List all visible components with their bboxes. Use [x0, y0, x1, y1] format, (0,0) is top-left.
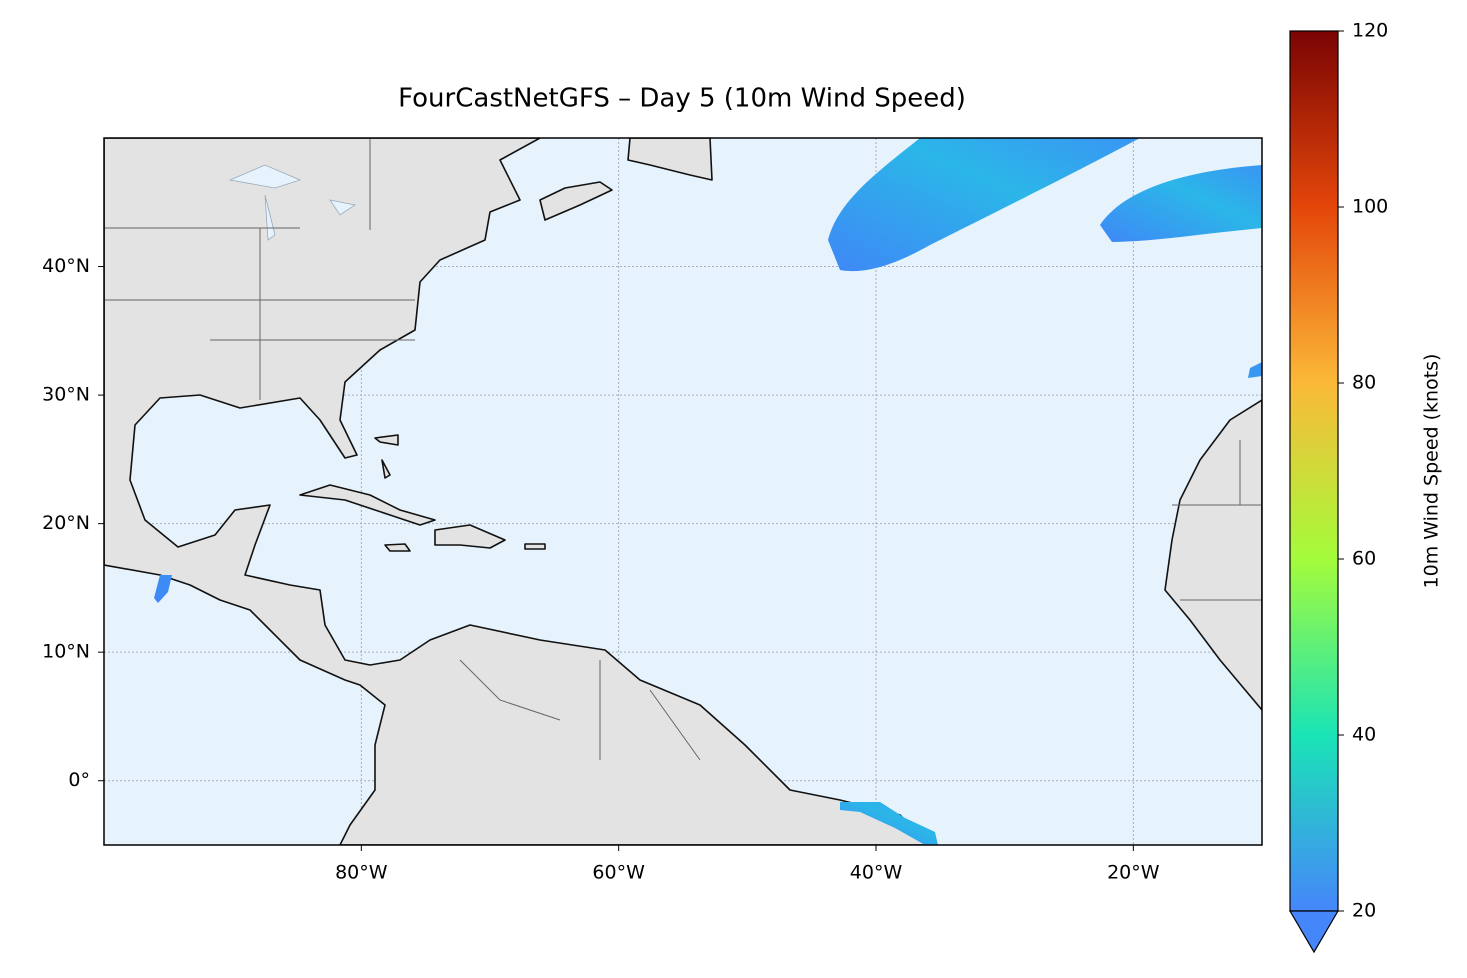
x-tick-label: 60°W [592, 862, 645, 884]
colorbar-extend [1288, 910, 1340, 954]
colorbar-tick-label: 60 [1352, 548, 1376, 570]
colorbar-label: 10m Wind Speed (knots) [1421, 354, 1443, 589]
x-tick-label: 20°W [1107, 862, 1160, 884]
y-tick-label: 0° [68, 769, 90, 791]
greenland-area [627, 138, 713, 181]
puerto-rico [524, 543, 546, 550]
axes: 80°W 60°W 40°W 20°W 0° 10°N 20°N 30°N 40°N [42, 255, 1160, 883]
americas [104, 138, 931, 845]
land-layer [104, 138, 1262, 845]
x-tick-label: 80°W [335, 862, 388, 884]
wind-area [840, 802, 938, 845]
colorbar [1289, 30, 1339, 912]
colorbar-tick-label: 20 [1352, 900, 1376, 922]
y-tick-label: 30°N [42, 384, 90, 406]
hispaniola [434, 524, 506, 549]
colorbar-tick-label: 40 [1352, 724, 1376, 746]
y-tick-label: 10°N [42, 641, 90, 663]
map-frame [103, 137, 1263, 846]
y-tick-label: 20°N [42, 512, 90, 534]
x-tick-label: 40°W [850, 862, 903, 884]
bahamas [374, 434, 399, 479]
nova-scotia [539, 181, 613, 221]
colorbar-tick-label: 120 [1352, 20, 1388, 42]
jamaica [384, 543, 411, 552]
map-title: FourCastNetGFS – Day 5 (10m Wind Speed) [398, 84, 966, 114]
africa [1164, 399, 1262, 711]
wind-area [828, 138, 1140, 272]
colorbar-tick-label: 80 [1352, 372, 1376, 394]
cuba [299, 484, 436, 526]
borders [104, 138, 1262, 761]
wind-area [1100, 165, 1262, 242]
y-tick-label: 40°N [42, 255, 90, 277]
colorbar-tick-label: 100 [1352, 196, 1388, 218]
great-lakes [228, 164, 357, 241]
